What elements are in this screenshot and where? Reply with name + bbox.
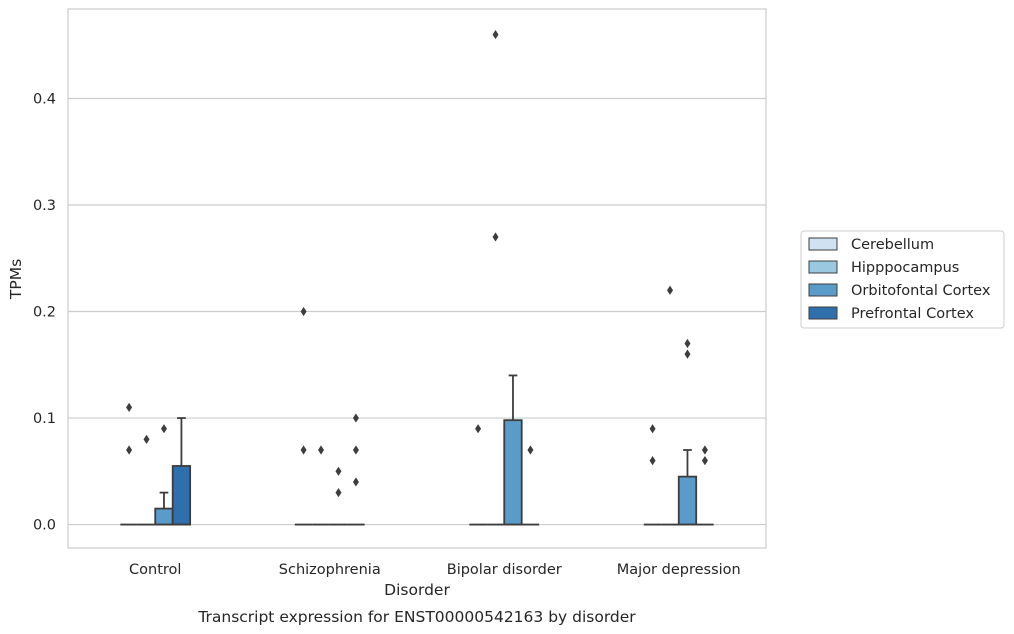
outlier-point [143,434,150,444]
x-tick-label: Bipolar disorder [447,562,562,578]
x-tick-label: Major depression [617,562,741,578]
outlier-point [318,445,325,455]
outlier-point [126,402,133,412]
legend: Cerebellum Hipppocampus Orbitofontal Corte… [800,230,1005,329]
chart-caption: Transcript expression for ENST0000054216… [197,608,636,626]
y-tick-label: 0.1 [33,411,56,427]
legend-frame [800,230,1005,329]
box-cerebellum [469,424,487,526]
box-prefrontal-cortex [521,445,540,526]
legend-label: Prefrontal Cortex [851,306,974,322]
outlier-point [475,424,482,434]
box-orbitofontal-cortex [677,338,698,526]
x-axis-label: Disorder [384,581,450,599]
box-layer [120,29,714,526]
y-tick-label: 0.3 [33,198,56,214]
box-hipppocampus [312,445,330,526]
box-cerebellum [294,306,313,526]
legend-swatch [808,260,838,274]
outlier-point [335,466,342,476]
outlier-point [492,29,499,40]
box-body [677,475,698,526]
outlier-point [300,445,307,455]
x-tick-label: Schizophrenia [279,562,381,578]
box-cerebellum [120,402,138,526]
legend-swatch [808,306,838,320]
box-cerebellum [643,424,662,526]
box-orbitofontal-cortex [154,424,174,526]
outlier-point [649,456,656,466]
outlier-point [701,445,708,455]
legend-swatch [808,237,838,251]
box-hipppocampus [486,29,505,526]
x-axis-ticks: Control Schizophrenia Bipolar disorder Majo… [129,562,741,578]
box-prefrontal-cortex [347,413,365,526]
y-axis-ticks: 0.0 0.1 0.2 0.3 0.4 [33,91,56,533]
outlier-point [160,424,167,434]
outlier-point [492,232,499,242]
x-tick-label: Control [129,562,181,578]
outlier-point [126,445,133,455]
outlier-point [527,445,534,455]
y-tick-label: 0.4 [33,91,56,107]
outlier-point [701,456,708,466]
outlier-point [352,445,359,455]
gridlines [68,97,766,526]
outlier-point [684,349,691,359]
box-hipppocampus [137,434,156,526]
legend-label: Cerebellum [851,237,934,253]
box-body [171,465,192,526]
box-orbitofontal-cortex [329,466,348,526]
box-body [503,419,523,526]
outlier-point [649,424,656,434]
outlier-point [352,413,359,423]
box-body [154,507,174,526]
box-orbitofontal-cortex [503,374,523,526]
box-hipppocampus [661,285,679,526]
legend-label: Hipppocampus [851,260,959,276]
legend-swatch [808,283,838,297]
box-prefrontal-cortex [171,417,192,526]
outlier-point [352,477,359,487]
outlier-point [684,338,691,349]
outlier-point [667,285,674,295]
outlier-point [300,306,307,317]
box-prefrontal-cortex [696,445,714,526]
y-tick-label: 0.2 [33,305,56,321]
y-axis-label: TPMs [7,259,25,300]
plot-area-frame [67,8,767,549]
y-tick-label: 0.0 [33,518,56,534]
outlier-point [335,488,342,498]
legend-label: Orbitofontal Cortex [851,283,991,299]
